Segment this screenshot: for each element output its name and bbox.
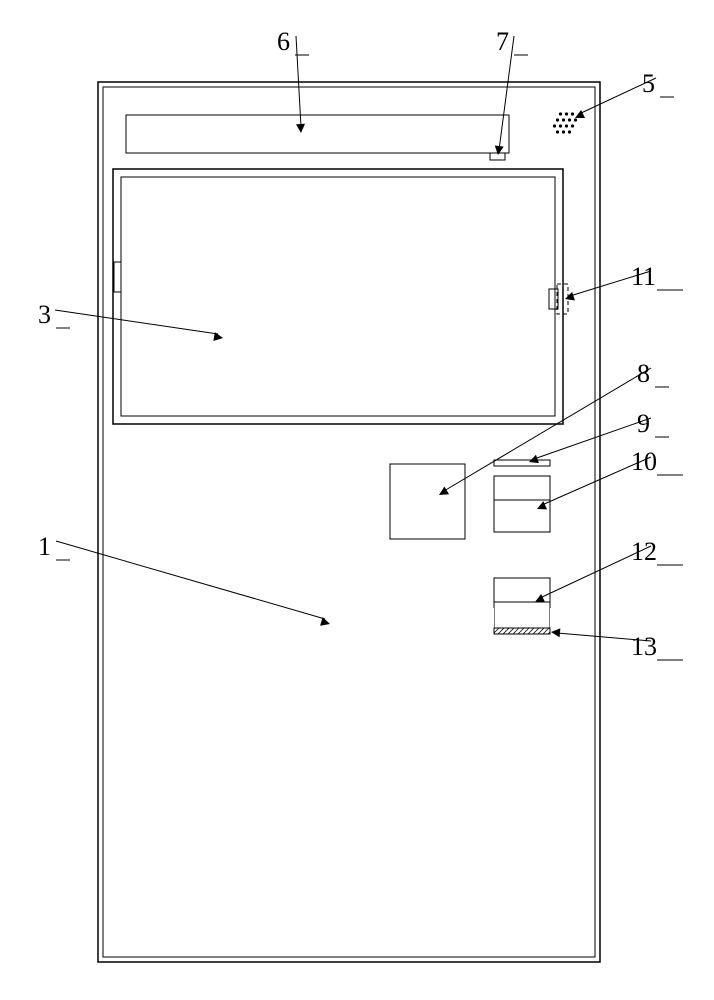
label-text-l10: 10 — [631, 447, 657, 476]
label-text-l9: 9 — [637, 409, 650, 438]
diagram-canvas: 135678910111213 — [0, 0, 714, 1000]
label-text-l3: 3 — [38, 300, 51, 329]
label-text-l8: 8 — [637, 359, 650, 388]
label-text-l1: 1 — [38, 532, 51, 561]
label-text-l6: 6 — [277, 27, 290, 56]
label-text-l7: 7 — [496, 27, 509, 56]
label-text-l12: 12 — [631, 537, 657, 566]
label-text-l13: 13 — [631, 632, 657, 661]
